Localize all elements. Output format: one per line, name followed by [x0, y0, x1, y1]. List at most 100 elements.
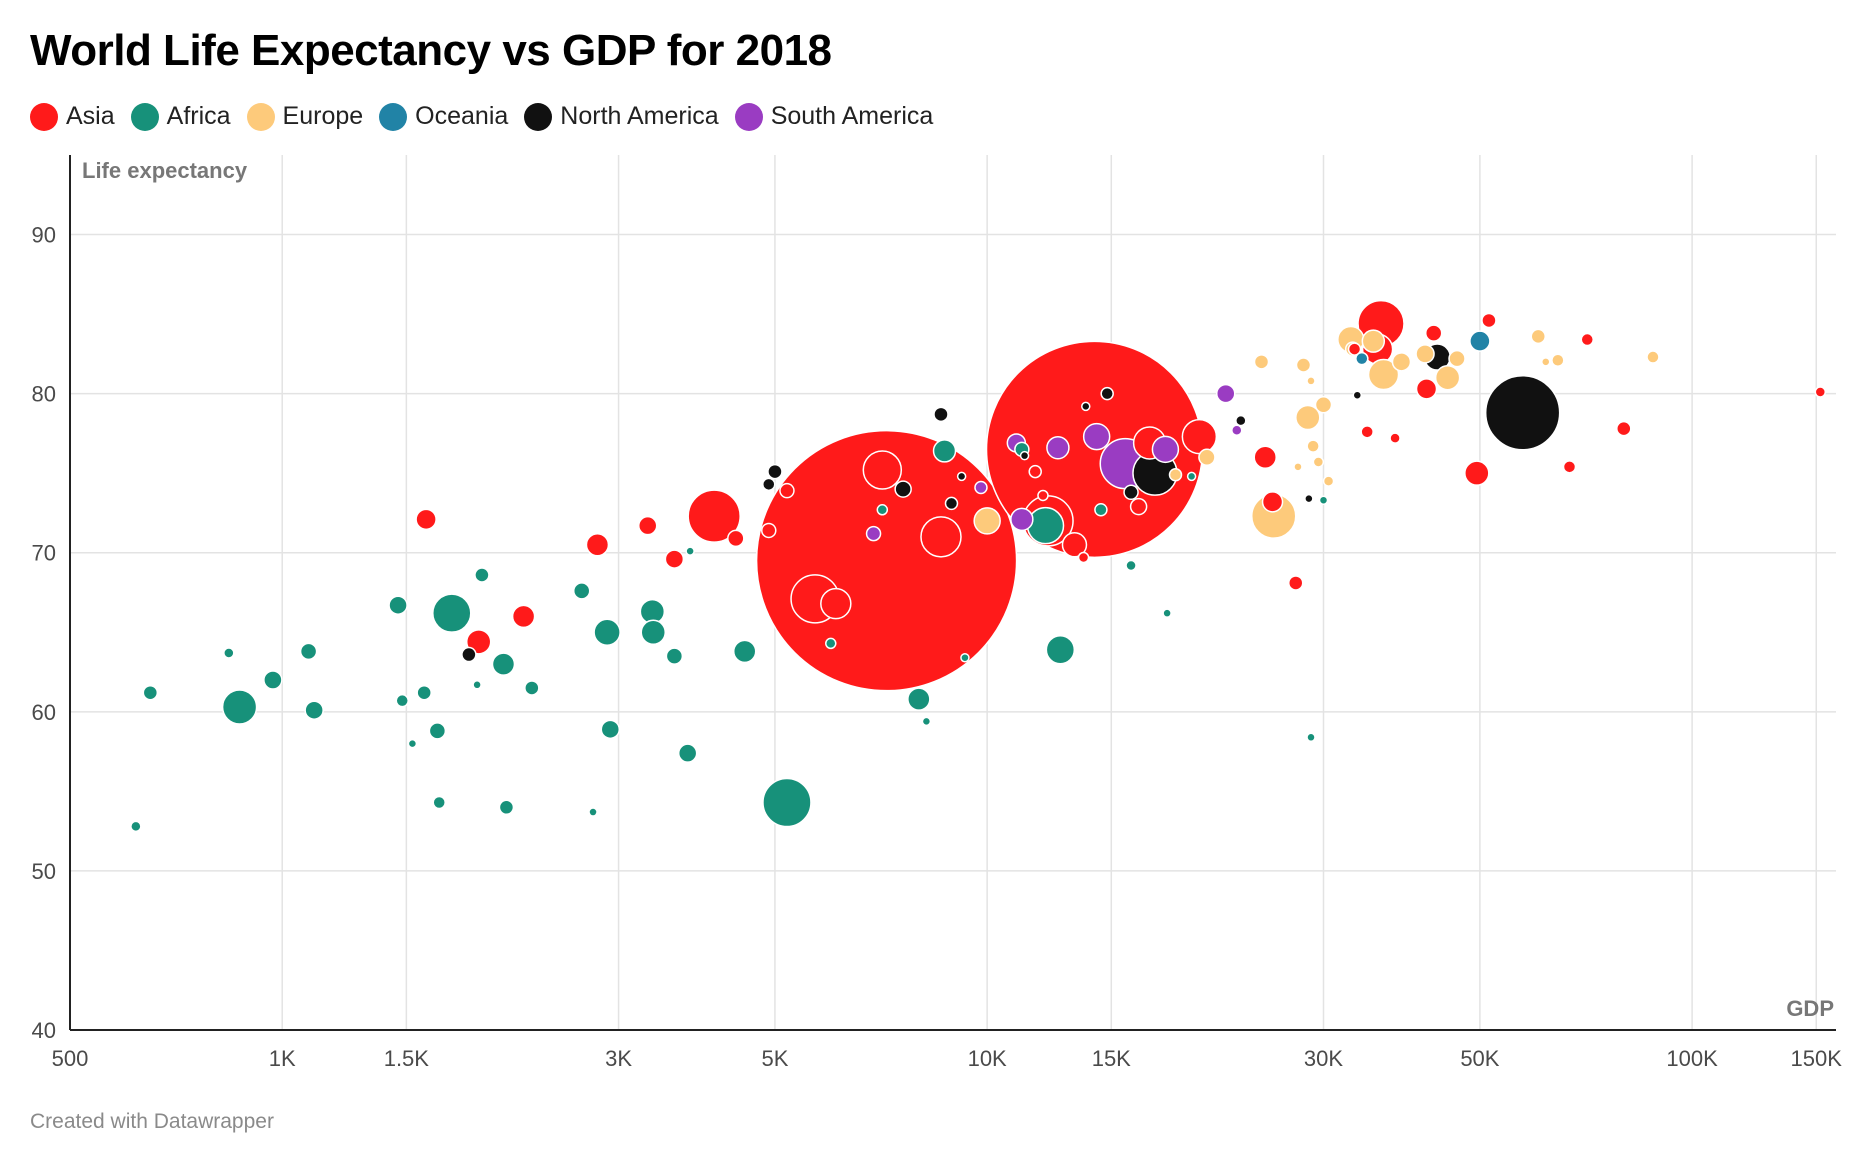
bubble-asia [415, 508, 437, 531]
bubble-asia [1814, 386, 1827, 398]
bubble-europe [1168, 468, 1183, 482]
legend: Asia Africa Europe Oceania North America… [30, 102, 949, 131]
bubble-europe [1295, 357, 1312, 373]
bubble-africa [395, 693, 409, 708]
legend-item-africa[interactable]: Africa [130, 102, 231, 131]
legend-item-north-america[interactable]: North America [524, 102, 719, 131]
bubble-north-america [944, 496, 959, 511]
bubble-africa [732, 639, 757, 664]
grid-lines [70, 155, 1836, 1030]
legend-item-europe[interactable]: Europe [246, 102, 363, 131]
bubble-africa [685, 546, 695, 556]
bubble-africa [388, 595, 408, 615]
bubble-asia [1389, 432, 1401, 444]
bubble-asia [727, 529, 745, 548]
axes [69, 155, 1836, 1031]
bubble-asia [1077, 551, 1090, 564]
bubble-africa [762, 777, 812, 828]
bubble-oceania [1469, 330, 1491, 352]
bubble-south-america [1151, 435, 1180, 464]
bubble-north-america [933, 406, 949, 423]
y-tick-label: 60 [32, 700, 56, 725]
bubble-europe [1314, 396, 1333, 414]
x-tick-label: 3K [605, 1046, 632, 1071]
bubble-north-america [1235, 414, 1247, 427]
bubble-africa [1125, 559, 1137, 572]
bubble-asia [1580, 332, 1595, 347]
bubble-africa [407, 738, 418, 749]
bubble-asia [1129, 497, 1148, 516]
bubble-north-america [1081, 401, 1091, 412]
bubble-asia [1253, 445, 1277, 470]
bubble-africa [263, 670, 283, 690]
bubble-africa [588, 807, 598, 817]
bubble-africa [304, 700, 324, 720]
legend-label-south-america: South America [770, 102, 934, 130]
axis-labels: 500 1K 1.5K 3K 5K 10K 15K 30K 50K 100K 150K 40 50 60 7… [32, 158, 1843, 1071]
x-tick-label: 1.5K [384, 1046, 430, 1071]
bubble-africa [932, 439, 957, 463]
bubble-north-america [894, 480, 912, 498]
bubble-europe [1646, 350, 1660, 364]
bubbles [130, 299, 1827, 833]
bubble-asia [1261, 491, 1284, 513]
bubble-south-america [974, 480, 988, 495]
bubble-south-america [1010, 507, 1034, 532]
bubble-europe [1448, 349, 1466, 368]
x-tick-label: 10K [968, 1046, 1007, 1071]
footer-credit: Created with Datawrapper [30, 1110, 274, 1133]
bubble-asia [820, 587, 852, 620]
bubble-africa [432, 795, 446, 810]
bubble-asia [1028, 464, 1042, 479]
bubble-africa [1318, 495, 1329, 505]
legend-item-south-america[interactable]: South America [734, 102, 934, 131]
bubble-africa [1026, 506, 1065, 545]
bubble-europe [1253, 354, 1270, 370]
bubble-north-america [1484, 374, 1561, 451]
legend-item-asia[interactable]: Asia [30, 102, 115, 131]
bubble-asia [664, 549, 685, 569]
bubble-europe [1312, 456, 1325, 468]
bubble-south-america [1231, 424, 1243, 436]
bubble-africa [825, 637, 837, 650]
bubble-oceania [1355, 351, 1369, 366]
bubble-europe [1198, 448, 1216, 467]
bubble-africa [640, 619, 667, 646]
x-tick-label: 30K [1304, 1046, 1343, 1071]
bubble-europe [1306, 376, 1316, 386]
bubble-asia [1347, 342, 1362, 356]
legend-label-north-america: North America [560, 102, 719, 130]
y-tick-label: 40 [32, 1018, 56, 1043]
bubble-asia [1181, 418, 1218, 455]
bubble-asia [1287, 575, 1304, 591]
bubble-asia [1037, 489, 1049, 502]
bubble-europe [1361, 329, 1386, 353]
bubble-europe [1434, 364, 1461, 391]
bubble-north-america [762, 477, 776, 492]
bubble-south-america [865, 525, 882, 542]
legend-swatch-europe [246, 102, 275, 131]
bubble-africa [428, 722, 447, 740]
bubble-africa [572, 582, 591, 600]
bubble-africa [498, 799, 515, 816]
bubble-europe [973, 507, 1001, 535]
legend-item-oceania[interactable]: Oceania [379, 102, 508, 131]
bubble-south-america [1046, 435, 1070, 460]
legend-label-oceania: Oceania [415, 102, 509, 130]
bubble-europe [1541, 357, 1551, 367]
bubble-asia [755, 429, 1018, 692]
bubble-europe [1367, 358, 1400, 391]
bubble-asia [1424, 324, 1443, 342]
bubble-africa [593, 618, 621, 647]
bubble-north-america [461, 646, 477, 663]
legend-swatch-africa [130, 102, 159, 131]
bubble-africa [876, 504, 889, 516]
x-tick-label: 15K [1092, 1046, 1131, 1071]
bubble-africa [223, 647, 235, 659]
bubble-europe [1293, 462, 1303, 472]
legend-swatch-south-america [734, 102, 763, 131]
y-tick-label: 70 [32, 541, 56, 566]
bubble-asia [637, 515, 658, 536]
bubble-africa [1306, 732, 1316, 743]
